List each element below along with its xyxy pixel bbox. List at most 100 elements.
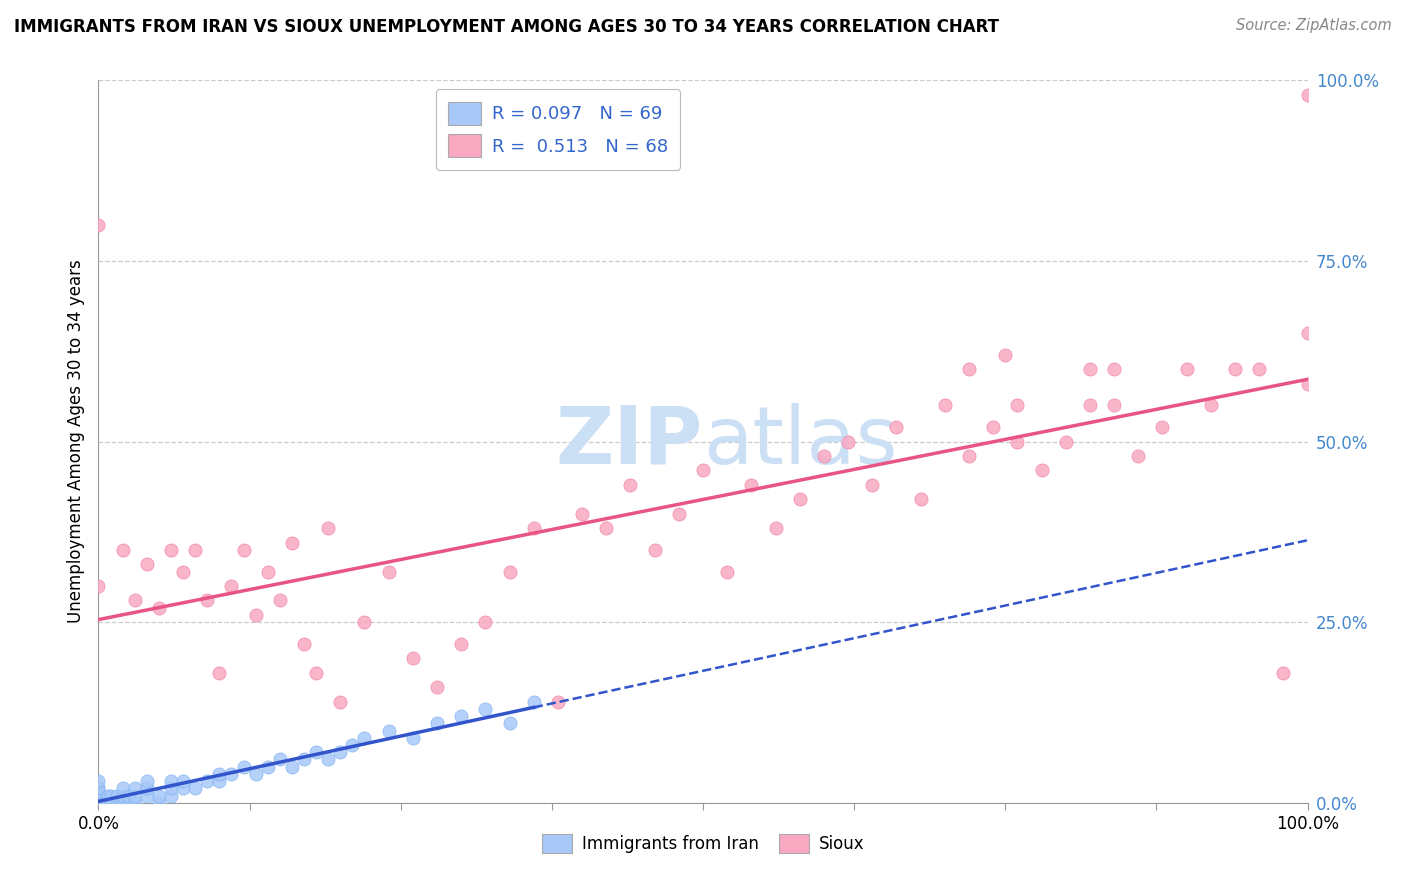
Point xyxy=(316,752,339,766)
Point xyxy=(886,420,908,434)
Point xyxy=(87,789,110,803)
Point xyxy=(87,789,110,803)
Point xyxy=(474,615,496,630)
Point xyxy=(87,781,110,796)
Point xyxy=(765,521,787,535)
Point xyxy=(208,774,231,789)
Point xyxy=(135,781,157,796)
Point xyxy=(221,579,243,593)
Point xyxy=(124,593,146,607)
Point xyxy=(377,565,399,579)
Point xyxy=(426,680,449,694)
Point xyxy=(1007,398,1029,412)
Point xyxy=(402,651,425,665)
Point xyxy=(172,565,194,579)
Point xyxy=(1272,665,1295,680)
Point xyxy=(813,449,835,463)
Point xyxy=(1102,398,1125,412)
Point xyxy=(100,796,122,810)
Point xyxy=(305,665,328,680)
Point xyxy=(269,593,291,607)
Point xyxy=(716,565,738,579)
Point xyxy=(1102,362,1125,376)
Point xyxy=(595,521,617,535)
Point xyxy=(148,600,170,615)
Point xyxy=(1152,420,1174,434)
Point xyxy=(87,218,110,232)
Point xyxy=(1007,434,1029,449)
Point xyxy=(547,695,569,709)
Point xyxy=(1249,362,1271,376)
Point xyxy=(111,796,134,810)
Point xyxy=(305,745,328,759)
Point xyxy=(377,723,399,738)
Point xyxy=(523,695,546,709)
Point xyxy=(118,789,141,803)
Point xyxy=(124,796,146,810)
Point xyxy=(474,702,496,716)
Point xyxy=(316,521,339,535)
Point xyxy=(124,781,146,796)
Point xyxy=(1175,362,1198,376)
Point xyxy=(160,781,183,796)
Point xyxy=(353,615,375,630)
Point xyxy=(124,789,146,803)
Point xyxy=(245,767,267,781)
Point xyxy=(97,796,120,810)
Point xyxy=(692,463,714,477)
Point xyxy=(208,665,231,680)
Point xyxy=(860,478,883,492)
Point xyxy=(426,716,449,731)
Point xyxy=(208,767,231,781)
Point xyxy=(1054,434,1077,449)
Point xyxy=(172,774,194,789)
Legend: Immigrants from Iran, Sioux: Immigrants from Iran, Sioux xyxy=(536,827,870,860)
Point xyxy=(195,774,218,789)
Point xyxy=(668,507,690,521)
Point xyxy=(571,507,593,521)
Point xyxy=(1296,376,1319,391)
Point xyxy=(256,760,278,774)
Point xyxy=(105,789,128,803)
Point xyxy=(1031,463,1053,477)
Point xyxy=(87,789,110,803)
Point xyxy=(111,781,134,796)
Point xyxy=(1078,398,1101,412)
Point xyxy=(87,785,110,799)
Point xyxy=(523,521,546,535)
Point xyxy=(353,731,375,745)
Point xyxy=(981,420,1004,434)
Point xyxy=(789,492,811,507)
Point xyxy=(1078,362,1101,376)
Text: ZIP: ZIP xyxy=(555,402,703,481)
Point xyxy=(1199,398,1222,412)
Point xyxy=(957,362,980,376)
Point xyxy=(97,789,120,803)
Point xyxy=(740,478,762,492)
Point xyxy=(1128,449,1150,463)
Point xyxy=(87,579,110,593)
Point xyxy=(232,542,254,557)
Point xyxy=(1223,362,1246,376)
Point xyxy=(329,695,352,709)
Point xyxy=(402,731,425,745)
Point xyxy=(221,767,243,781)
Point xyxy=(118,796,141,810)
Point xyxy=(160,774,183,789)
Point xyxy=(342,738,364,752)
Point xyxy=(93,796,115,810)
Point xyxy=(256,565,278,579)
Point xyxy=(232,760,254,774)
Text: atlas: atlas xyxy=(703,402,897,481)
Point xyxy=(87,781,110,796)
Point xyxy=(93,796,115,810)
Point xyxy=(1296,326,1319,340)
Point xyxy=(184,781,207,796)
Point xyxy=(292,752,315,766)
Point xyxy=(160,542,183,557)
Point xyxy=(87,796,110,810)
Point xyxy=(934,398,956,412)
Point xyxy=(87,796,110,810)
Point xyxy=(292,637,315,651)
Point xyxy=(172,781,194,796)
